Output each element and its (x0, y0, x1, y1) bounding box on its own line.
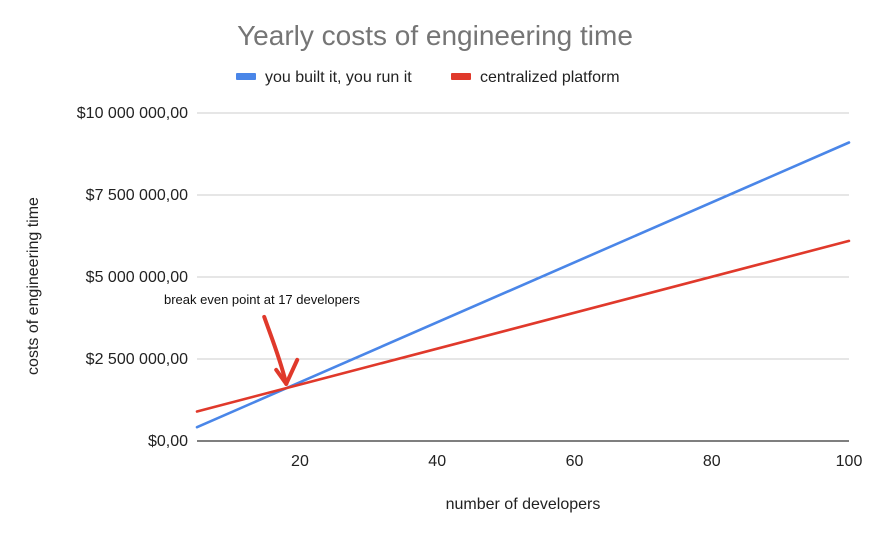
y-tick-label: $10 000 000,00 (77, 105, 188, 122)
axes: $0,00 $2 500 000,00 $5 000 000,00 $7 500 00… (77, 105, 863, 470)
y-tick-label: $5 000 000,00 (86, 269, 188, 286)
y-tick-label: $2 500 000,00 (86, 351, 188, 368)
series-line-1 (195, 239, 851, 413)
legend-label-you-built-it: you built it, you run it (265, 69, 412, 86)
legend: you built it, you run it centralized pla… (236, 69, 620, 86)
x-tick-label: 100 (836, 453, 863, 470)
y-tick-label: $7 500 000,00 (86, 187, 188, 204)
annotation-arrow (262, 314, 289, 386)
annotation-label: break even point at 17 developers (164, 292, 360, 307)
annotation-arrowhead (274, 357, 300, 386)
series-line-0 (195, 141, 851, 429)
y-tick-label: $0,00 (148, 433, 188, 450)
x-tick-label: 40 (428, 453, 446, 470)
annotations: break even point at 17 developers (164, 292, 360, 386)
x-tick-label: 80 (703, 453, 721, 470)
legend-swatch-centralized-platform (451, 73, 471, 80)
gridlines (197, 112, 849, 360)
legend-label-centralized-platform: centralized platform (480, 69, 620, 86)
legend-swatch-you-built-it (236, 73, 256, 80)
y-axis-label: costs of engineering time (25, 197, 42, 375)
chart-title: Yearly costs of engineering time (237, 20, 633, 51)
x-tick-label: 60 (566, 453, 584, 470)
x-axis-label: number of developers (446, 496, 601, 513)
x-tick-label: 20 (291, 453, 309, 470)
series-lines (195, 141, 851, 429)
